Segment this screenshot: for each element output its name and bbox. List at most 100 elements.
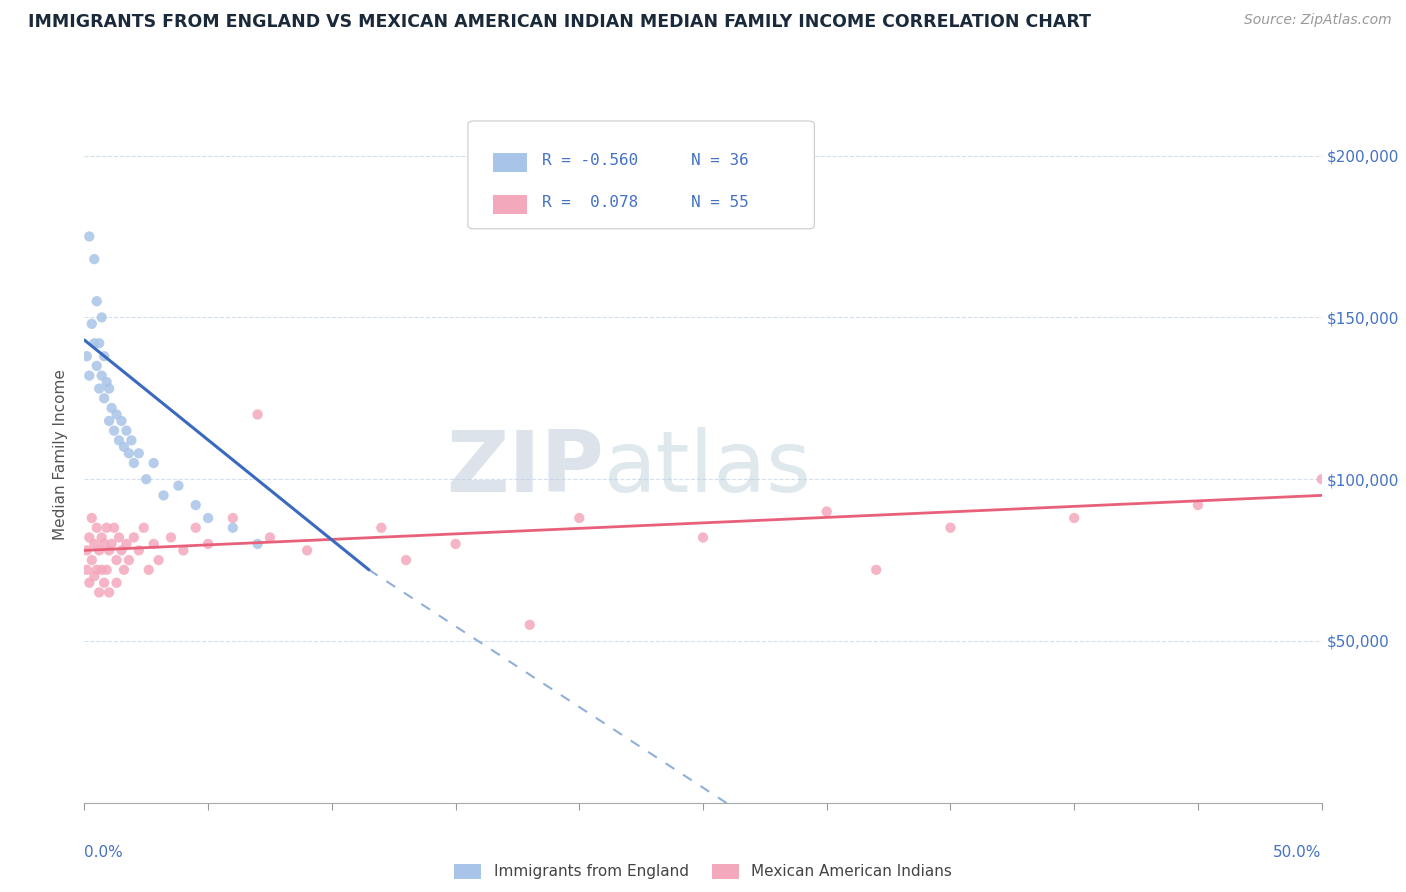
Point (76, 563, 98, 577)
FancyBboxPatch shape (492, 153, 527, 172)
Point (118, 446, 141, 460)
Point (122, 531, 145, 545)
Point (138, 563, 160, 577)
Point (167, 478, 190, 492)
Point (108, 434, 131, 448)
Text: 0.0%: 0.0% (84, 845, 124, 860)
Point (93, 349, 115, 363)
Point (93, 392, 115, 406)
Point (93, 575, 115, 590)
Point (83, 336, 105, 351)
Text: atlas: atlas (605, 427, 813, 510)
Point (110, 414, 132, 428)
Point (108, 531, 131, 545)
Point (197, 537, 219, 551)
Point (79, 368, 101, 383)
Point (132, 521, 155, 535)
Point (222, 521, 245, 535)
Text: 50.0%: 50.0% (1274, 845, 1322, 860)
Point (118, 553, 141, 567)
Point (105, 553, 128, 567)
Point (395, 553, 418, 567)
Point (112, 440, 135, 454)
Point (89, 585, 111, 599)
Point (142, 537, 165, 551)
Point (142, 456, 165, 470)
Point (519, 617, 541, 632)
Point (83, 252, 105, 267)
Point (115, 424, 138, 438)
Point (370, 521, 392, 535)
Point (128, 543, 150, 558)
Point (148, 553, 170, 567)
Point (93, 537, 115, 551)
Text: ZIP: ZIP (446, 427, 605, 510)
Point (100, 537, 122, 551)
Point (100, 401, 122, 415)
Point (103, 424, 125, 438)
Point (76, 349, 98, 363)
Point (90, 368, 112, 383)
Point (98, 585, 121, 599)
Point (122, 456, 145, 470)
Point (96, 563, 118, 577)
Point (98, 414, 121, 428)
Point (246, 408, 269, 422)
Point (105, 408, 128, 422)
Point (80, 511, 103, 525)
Text: N = 36: N = 36 (690, 153, 748, 168)
Text: R = -0.560: R = -0.560 (543, 153, 638, 168)
Point (259, 531, 281, 545)
Text: Source: ZipAtlas.com: Source: ZipAtlas.com (1244, 13, 1392, 28)
Point (96, 375, 118, 389)
Point (89, 543, 111, 558)
Point (90, 310, 112, 325)
Point (90, 531, 112, 545)
Point (184, 521, 207, 535)
Legend: Immigrants from England, Mexican American Indians: Immigrants from England, Mexican America… (447, 857, 959, 886)
Point (172, 543, 194, 558)
Point (295, 543, 318, 558)
Point (135, 472, 157, 486)
Point (83, 537, 105, 551)
Point (246, 537, 269, 551)
FancyBboxPatch shape (468, 121, 814, 229)
Point (76, 543, 98, 558)
Text: IMMIGRANTS FROM ENGLAND VS MEXICAN AMERICAN INDIAN MEDIAN FAMILY INCOME CORRELAT: IMMIGRANTS FROM ENGLAND VS MEXICAN AMERI… (28, 13, 1091, 31)
Point (80, 553, 103, 567)
Point (1310, 472, 1333, 486)
Point (86, 521, 108, 535)
Point (568, 511, 591, 525)
Point (197, 511, 219, 525)
Point (222, 511, 245, 525)
Point (692, 531, 714, 545)
Text: N = 55: N = 55 (690, 194, 748, 210)
Point (184, 498, 207, 512)
Point (98, 543, 121, 558)
Point (86, 563, 108, 577)
Point (112, 563, 135, 577)
Point (1063, 511, 1085, 525)
Point (939, 521, 962, 535)
Text: R =  0.078: R = 0.078 (543, 194, 638, 210)
Point (1187, 498, 1209, 512)
Point (120, 434, 142, 448)
Point (98, 382, 121, 396)
Point (80, 317, 103, 331)
Point (115, 537, 138, 551)
Point (83, 569, 105, 583)
Point (89, 382, 111, 396)
Point (86, 294, 108, 309)
Point (160, 531, 183, 545)
Point (90, 563, 112, 577)
Point (865, 563, 887, 577)
Point (815, 504, 838, 518)
Point (89, 336, 111, 351)
Point (128, 446, 150, 460)
Point (79, 531, 101, 545)
FancyBboxPatch shape (492, 194, 527, 214)
Point (110, 543, 132, 558)
Point (96, 521, 118, 535)
Point (86, 359, 108, 373)
Y-axis label: Median Family Income: Median Family Income (53, 369, 69, 541)
